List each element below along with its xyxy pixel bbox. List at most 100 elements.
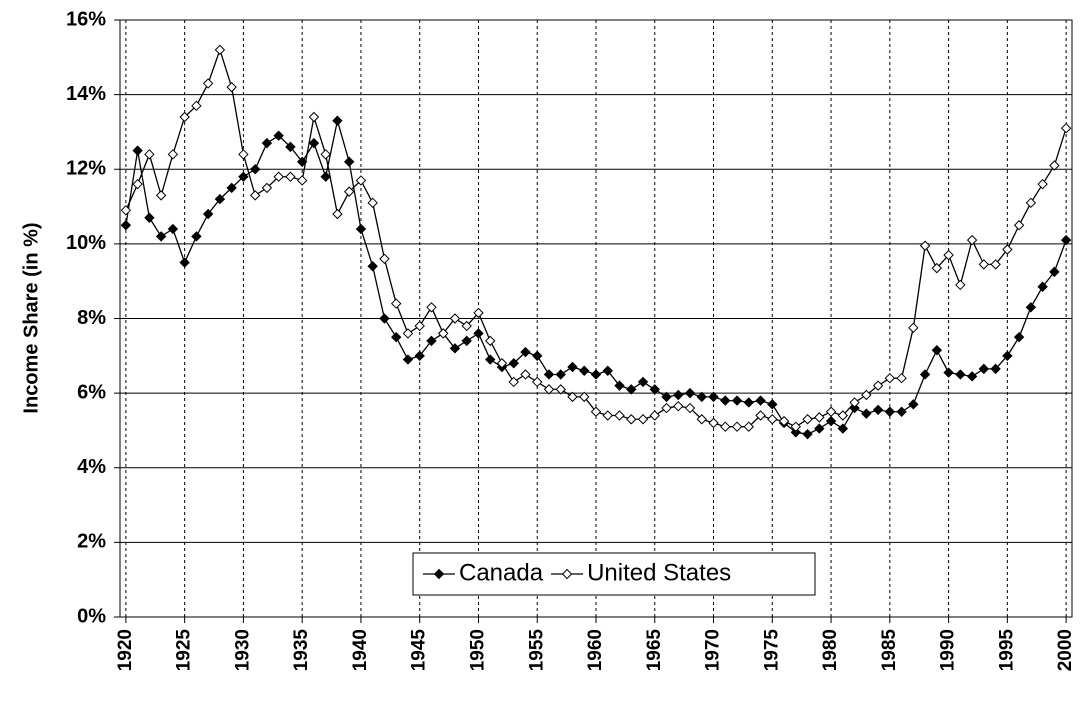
y-tick-label: 0% [77, 605, 106, 627]
marker [332, 208, 343, 220]
marker [320, 149, 331, 160]
marker [731, 421, 743, 432]
marker [155, 190, 167, 201]
y-tick-label: 6% [77, 381, 106, 403]
marker [919, 369, 931, 380]
x-tick-label: 1995 [996, 629, 1017, 672]
marker [355, 223, 367, 235]
marker [825, 406, 837, 417]
marker [684, 402, 696, 414]
marker [567, 361, 578, 373]
legend-marker [433, 568, 445, 580]
marker [461, 320, 472, 332]
legend-label: Canada [459, 559, 544, 586]
marker [449, 313, 461, 324]
y-axis-label: Income Share (in %) [20, 222, 42, 413]
marker [673, 389, 684, 401]
x-tick-label: 1940 [350, 629, 371, 671]
marker [1013, 331, 1025, 343]
marker [919, 240, 931, 251]
marker [426, 302, 437, 313]
marker [955, 279, 966, 291]
marker [120, 220, 132, 231]
marker [226, 182, 237, 194]
marker [296, 156, 308, 167]
marker [825, 415, 837, 427]
y-tick-label: 8% [77, 307, 106, 329]
x-tick-label: 1990 [938, 629, 959, 671]
marker [1025, 197, 1037, 209]
marker [1049, 266, 1060, 278]
marker [214, 193, 226, 205]
marker [202, 78, 214, 89]
marker [872, 380, 884, 391]
marker [520, 346, 531, 358]
x-tick-label: 1935 [291, 629, 312, 672]
marker [155, 231, 167, 242]
marker [743, 421, 754, 432]
marker [485, 354, 496, 365]
marker [179, 111, 190, 123]
marker [1060, 234, 1072, 246]
marker [390, 298, 402, 309]
marker [767, 414, 778, 425]
marker [931, 262, 943, 274]
marker [496, 358, 508, 369]
marker [861, 389, 872, 401]
marker [896, 372, 907, 384]
marker [908, 399, 919, 410]
marker [661, 391, 672, 403]
marker [144, 212, 155, 223]
legend-label: United States [587, 559, 731, 586]
marker [414, 320, 425, 332]
marker [1002, 350, 1013, 362]
marker [649, 384, 660, 395]
marker [379, 313, 390, 324]
marker [814, 423, 825, 434]
y-tick-label: 14% [66, 83, 106, 105]
marker [755, 410, 766, 421]
marker [708, 391, 719, 403]
marker [520, 369, 531, 380]
marker [132, 145, 143, 156]
marker [555, 369, 566, 380]
marker [167, 223, 179, 235]
marker [696, 414, 707, 425]
marker [355, 175, 367, 186]
marker [708, 417, 719, 429]
marker [567, 391, 578, 403]
marker [626, 384, 637, 395]
x-tick-label: 1975 [761, 629, 782, 672]
marker [402, 354, 414, 365]
marker [649, 410, 660, 421]
marker [861, 408, 872, 419]
marker [767, 399, 778, 410]
marker [731, 395, 743, 406]
marker [285, 141, 296, 153]
marker [1049, 160, 1060, 171]
marker [802, 428, 813, 440]
marker [461, 335, 472, 347]
marker [508, 358, 519, 369]
x-tick-label: 1965 [644, 629, 665, 672]
marker [473, 307, 484, 319]
marker [1002, 244, 1013, 255]
marker [614, 410, 625, 421]
marker [332, 115, 343, 126]
y-tick-label: 16% [66, 8, 106, 30]
marker [426, 335, 437, 347]
marker [778, 415, 790, 427]
marker [602, 410, 613, 421]
marker [543, 369, 555, 380]
marker [202, 208, 214, 220]
marker [449, 343, 461, 354]
marker [590, 369, 602, 380]
legend: Canada United States [412, 552, 816, 596]
marker [884, 372, 896, 384]
x-tick-label: 1960 [585, 629, 606, 671]
marker [308, 137, 320, 149]
marker [320, 171, 331, 182]
marker [343, 186, 355, 197]
marker [273, 171, 284, 182]
marker [379, 253, 390, 265]
